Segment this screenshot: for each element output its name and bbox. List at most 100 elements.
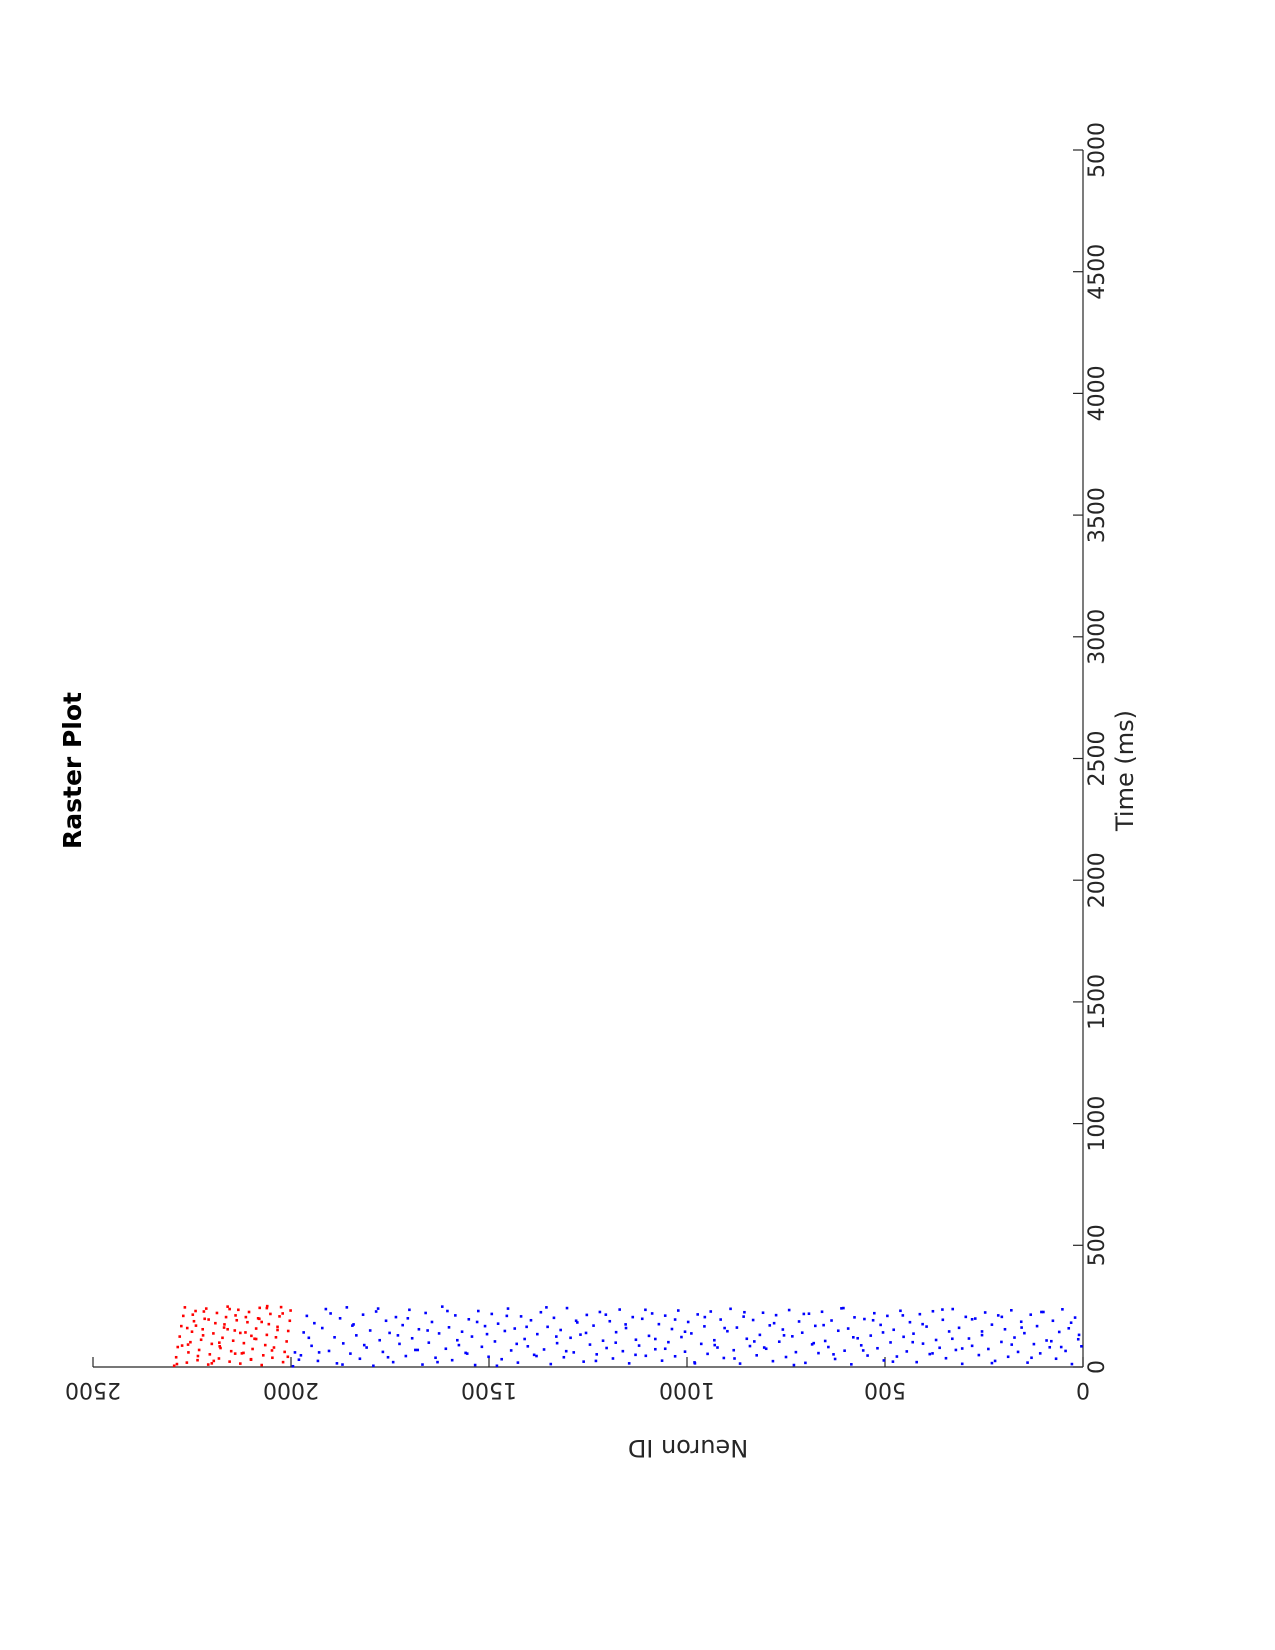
spike-point <box>960 1362 964 1366</box>
spike-point <box>483 1324 487 1328</box>
spike-point <box>555 1341 559 1345</box>
spike-point <box>529 1318 533 1322</box>
spike-point <box>598 1310 602 1314</box>
spike-point <box>427 1341 431 1344</box>
spike-point <box>660 1359 664 1362</box>
spike-point <box>797 1320 801 1323</box>
spike-point <box>670 1327 674 1331</box>
spike-point <box>657 1322 661 1326</box>
spike-point <box>1000 1340 1003 1344</box>
spike-point <box>391 1360 395 1364</box>
spike-point <box>644 1354 648 1358</box>
spike-point <box>176 1345 180 1349</box>
spike-point <box>800 1331 804 1334</box>
spike-point <box>242 1351 245 1355</box>
spike-point <box>269 1312 272 1316</box>
spike-point <box>251 1347 254 1351</box>
spike-point <box>180 1344 184 1347</box>
spike-point <box>320 1326 324 1330</box>
spike-point <box>272 1346 276 1349</box>
spike-point <box>263 1343 267 1347</box>
spike-point <box>683 1330 687 1334</box>
spike-point <box>278 1315 281 1318</box>
spike-point <box>784 1355 788 1359</box>
spike-point <box>1076 1337 1080 1341</box>
spike-point <box>493 1340 497 1343</box>
spike-point <box>231 1339 235 1343</box>
spike-point <box>235 1318 239 1322</box>
spike-point <box>464 1351 467 1355</box>
spike-point <box>519 1315 523 1318</box>
spike-point <box>305 1314 309 1318</box>
spike-point <box>242 1341 246 1345</box>
spike-point <box>260 1320 263 1324</box>
spike-point <box>1073 1316 1077 1319</box>
spike-point <box>229 1349 233 1353</box>
spike-point <box>683 1350 687 1353</box>
spike-point <box>194 1309 197 1313</box>
spike-point <box>178 1335 182 1338</box>
neuron-tick-label: 2000 <box>263 1377 319 1402</box>
spike-point <box>286 1355 290 1359</box>
spike-point <box>398 1342 401 1346</box>
spike-point <box>921 1342 925 1345</box>
spike-point <box>217 1357 221 1360</box>
spike-point <box>572 1351 576 1354</box>
spike-point <box>1048 1345 1052 1349</box>
spike-point <box>873 1311 876 1315</box>
spike-point <box>902 1335 905 1339</box>
spike-point <box>276 1325 279 1329</box>
spike-point <box>477 1309 480 1313</box>
spike-point <box>891 1360 895 1363</box>
spike-point <box>215 1311 219 1315</box>
spike-point <box>338 1317 342 1320</box>
spike-point <box>794 1350 798 1354</box>
neuron-tick-label: 2500 <box>65 1377 121 1402</box>
spike-point <box>185 1326 189 1330</box>
spike-point <box>762 1346 766 1349</box>
spike-point <box>804 1361 807 1365</box>
spike-point <box>212 1359 216 1363</box>
spike-point <box>977 1353 981 1357</box>
spike-point <box>967 1337 971 1340</box>
spike-point <box>401 1323 404 1327</box>
spike-point <box>183 1306 187 1309</box>
spike-point <box>426 1329 429 1332</box>
spike-point <box>265 1306 269 1310</box>
time-tick-label: 5000 <box>1085 122 1110 178</box>
spike-point <box>686 1320 690 1324</box>
spike-point <box>781 1328 785 1331</box>
spike-point <box>768 1324 772 1327</box>
spike-point <box>973 1317 977 1320</box>
spike-point <box>761 1311 765 1315</box>
spike-point <box>755 1354 758 1357</box>
spike-point <box>614 1341 618 1344</box>
spike-point <box>693 1362 697 1365</box>
time-tick-label: 2500 <box>1085 731 1110 787</box>
spike-point <box>480 1345 484 1349</box>
spike-point <box>473 1363 477 1367</box>
spike-point <box>210 1342 214 1346</box>
spike-point <box>673 1318 677 1321</box>
spike-point <box>802 1312 806 1316</box>
spike-point <box>1019 1320 1023 1324</box>
spike-point <box>729 1307 732 1311</box>
spike-point <box>285 1340 288 1343</box>
spike-point <box>716 1346 719 1349</box>
spike-point <box>742 1315 745 1318</box>
spike-point <box>807 1312 811 1315</box>
spike-point <box>191 1313 195 1316</box>
spike-point <box>996 1314 1000 1317</box>
spike-point <box>1029 1313 1033 1316</box>
spike-point <box>787 1308 791 1312</box>
spike-point <box>535 1354 538 1358</box>
spike-point <box>542 1348 546 1351</box>
spike-point <box>654 1337 657 1341</box>
spike-point <box>197 1348 201 1352</box>
spike-point <box>1035 1324 1039 1328</box>
spike-point <box>564 1349 568 1353</box>
spike-point <box>588 1343 592 1346</box>
spike-point <box>1000 1315 1004 1319</box>
time-tick-label: 4000 <box>1085 365 1110 421</box>
spike-point <box>539 1310 543 1314</box>
